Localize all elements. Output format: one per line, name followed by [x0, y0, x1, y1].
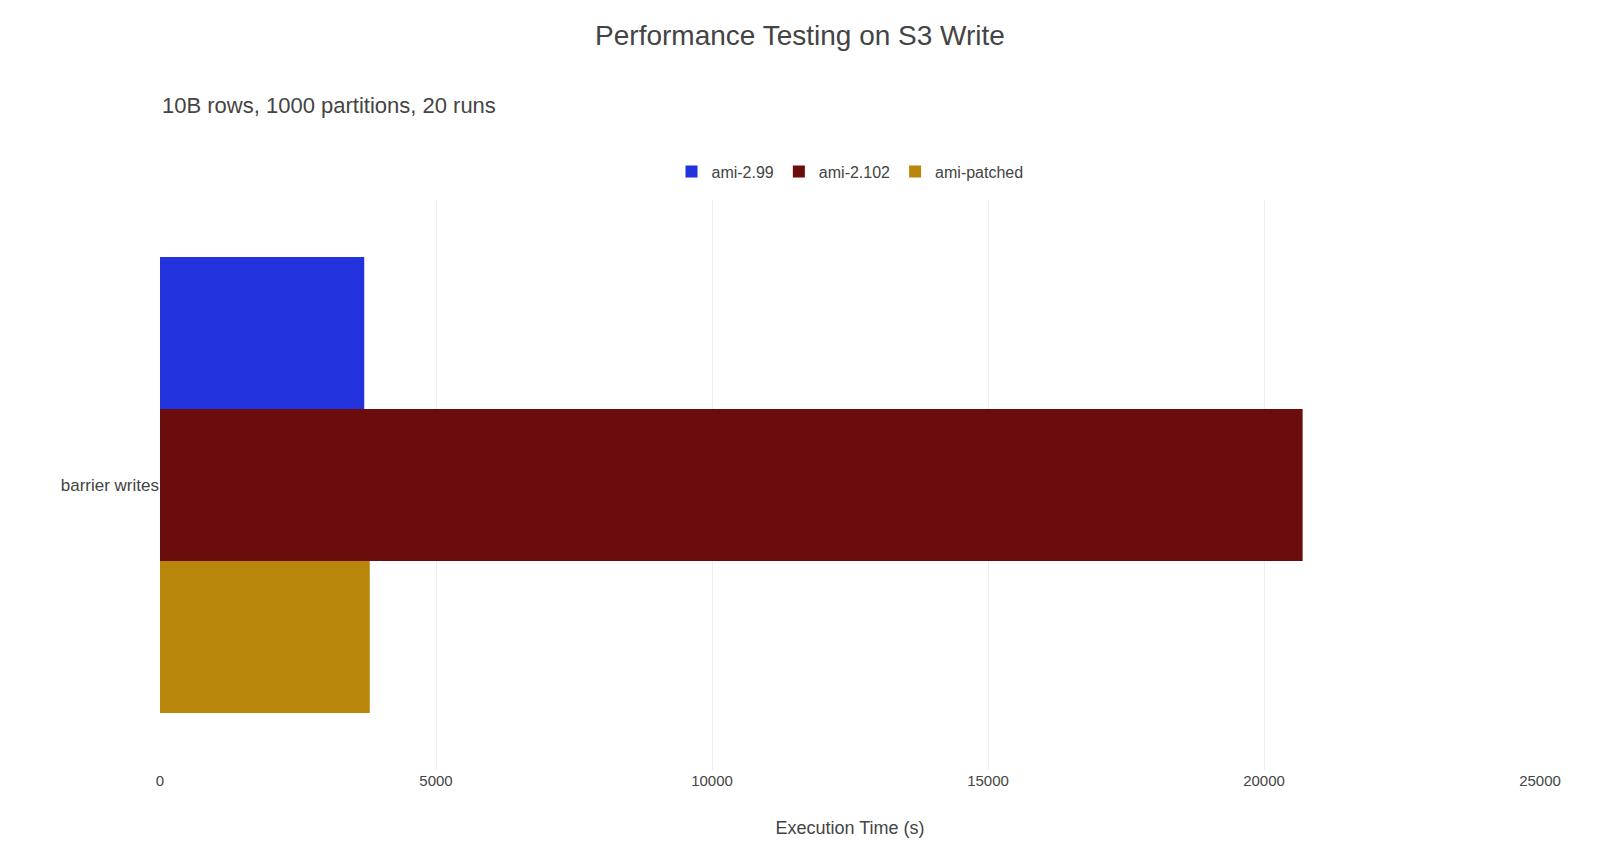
svg-text:5000: 5000: [419, 772, 452, 789]
svg-text:barrier writes: barrier writes: [61, 476, 159, 495]
svg-text:ami-2.99: ami-2.99: [712, 164, 774, 181]
svg-text:Execution Time (s): Execution Time (s): [775, 818, 924, 838]
svg-text:ami-2.102: ami-2.102: [819, 164, 890, 181]
svg-text:15000: 15000: [967, 772, 1009, 789]
svg-text:Performance Testing on S3 Writ: Performance Testing on S3 Write: [595, 20, 1005, 51]
svg-text:20000: 20000: [1243, 772, 1285, 789]
svg-text:10B rows, 1000 partitions, 20: 10B rows, 1000 partitions, 20 runs: [162, 93, 496, 118]
svg-text:0: 0: [156, 772, 164, 789]
svg-text:ami-patched: ami-patched: [935, 164, 1023, 181]
svg-text:25000: 25000: [1519, 772, 1561, 789]
svg-text:10000: 10000: [691, 772, 733, 789]
